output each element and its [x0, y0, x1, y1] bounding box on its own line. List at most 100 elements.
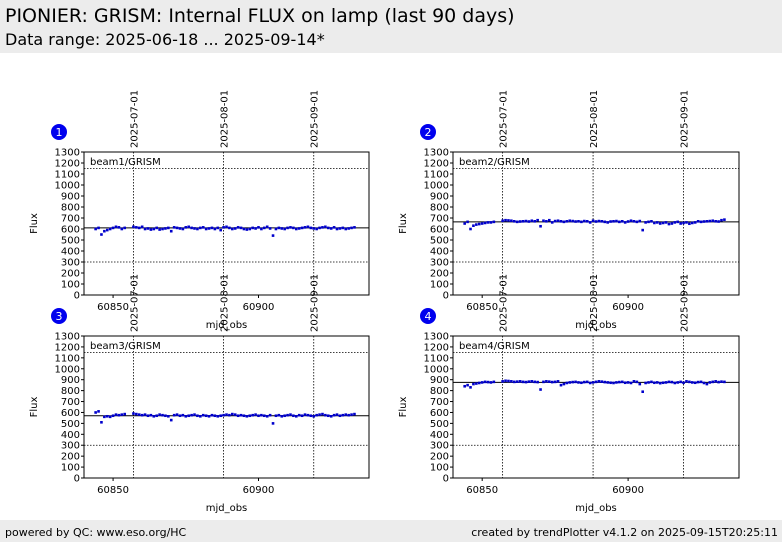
data-point	[469, 227, 472, 231]
y-tick-label: 500	[61, 236, 80, 247]
y-tick-label: 1000	[55, 364, 80, 375]
data-point	[207, 227, 211, 230]
data-point	[251, 413, 254, 417]
data-point	[289, 413, 292, 416]
data-point	[341, 226, 345, 230]
data-point	[335, 413, 339, 416]
data-point	[676, 381, 680, 384]
data-point	[650, 380, 653, 384]
data-point	[329, 227, 333, 230]
data-point	[533, 220, 537, 223]
data-point	[580, 220, 583, 224]
data-point	[248, 414, 252, 418]
data-point	[265, 225, 269, 229]
date-tick-label: 2025-07-01	[129, 274, 140, 332]
data-point	[303, 413, 307, 416]
y-tick-label: 300	[61, 258, 80, 269]
data-point	[344, 227, 348, 231]
data-point	[542, 219, 545, 223]
y-tick-label: 1100	[424, 353, 449, 364]
data-point	[155, 414, 159, 418]
data-point	[510, 380, 513, 383]
date-tick-label: 2025-09-01	[310, 274, 321, 332]
chart-badge-number: 2	[425, 126, 432, 139]
data-point	[338, 227, 342, 230]
data-point	[545, 220, 548, 223]
data-point	[222, 226, 225, 229]
data-point	[350, 226, 353, 230]
data-point	[161, 413, 164, 417]
y-tick-label: 1200	[424, 342, 449, 353]
y-tick-label: 1000	[424, 181, 449, 192]
data-point	[512, 220, 516, 223]
data-point	[135, 412, 138, 416]
data-point	[711, 380, 715, 384]
y-tick-label: 900	[61, 375, 80, 386]
data-point	[475, 223, 478, 226]
data-point	[181, 227, 185, 231]
data-point	[606, 221, 609, 224]
data-point	[196, 227, 199, 231]
data-point	[222, 413, 225, 417]
plot-frame	[452, 151, 740, 296]
chart-badge-number: 1	[56, 126, 63, 139]
date-tick-label: 2025-07-01	[499, 90, 510, 148]
data-point	[670, 380, 674, 384]
data-point	[132, 412, 135, 415]
y-tick-label: 400	[61, 430, 80, 441]
data-point	[661, 381, 665, 385]
data-point	[688, 380, 691, 384]
data-point	[236, 414, 240, 418]
y-tick-label: 500	[430, 419, 449, 430]
data-point	[539, 388, 542, 391]
chart-badge-number: 3	[56, 310, 63, 323]
data-point	[691, 221, 694, 225]
data-point	[140, 225, 144, 229]
data-point	[466, 220, 469, 224]
data-point	[623, 381, 627, 385]
data-point	[653, 221, 656, 225]
data-point	[239, 413, 243, 417]
data-point	[594, 220, 598, 223]
data-point	[178, 227, 182, 230]
data-point	[477, 222, 481, 226]
page-subtitle: Data range: 2025-06-18 ... 2025-09-14*	[5, 30, 325, 49]
data-point	[559, 383, 563, 387]
date-tick-label: 2025-09-01	[680, 274, 691, 332]
data-point	[583, 219, 586, 223]
data-point	[181, 413, 185, 417]
data-point	[233, 227, 237, 230]
data-point	[190, 413, 193, 417]
date-tick-label: 2025-08-01	[220, 90, 231, 148]
data-point	[300, 414, 304, 418]
plot-frame	[83, 335, 370, 479]
data-point	[161, 227, 164, 231]
x-tick-label: 60850	[466, 485, 498, 496]
data-point	[629, 219, 633, 223]
x-tick-label: 60900	[243, 302, 275, 313]
chart-badge-number: 4	[425, 310, 432, 323]
data-point	[263, 226, 266, 230]
data-point	[309, 414, 313, 418]
data-point	[318, 226, 321, 230]
data-point	[199, 226, 202, 230]
data-point	[169, 229, 173, 233]
data-point	[309, 226, 313, 230]
panel-label: beam2/GRISM	[459, 157, 530, 168]
data-point	[274, 227, 278, 231]
footer-credit: powered by QC: www.eso.org/HC	[5, 526, 187, 539]
data-point	[632, 220, 636, 223]
data-point	[137, 226, 141, 230]
data-point	[562, 220, 566, 224]
data-point	[518, 220, 522, 223]
data-point	[588, 221, 592, 224]
data-point	[536, 218, 539, 222]
data-point	[353, 412, 356, 416]
data-point	[137, 413, 141, 416]
data-point	[620, 220, 624, 223]
y-tick-label: 100	[430, 463, 449, 474]
data-point	[178, 414, 182, 418]
y-tick-label: 800	[61, 203, 80, 214]
data-point	[524, 380, 528, 384]
data-point	[609, 381, 612, 385]
